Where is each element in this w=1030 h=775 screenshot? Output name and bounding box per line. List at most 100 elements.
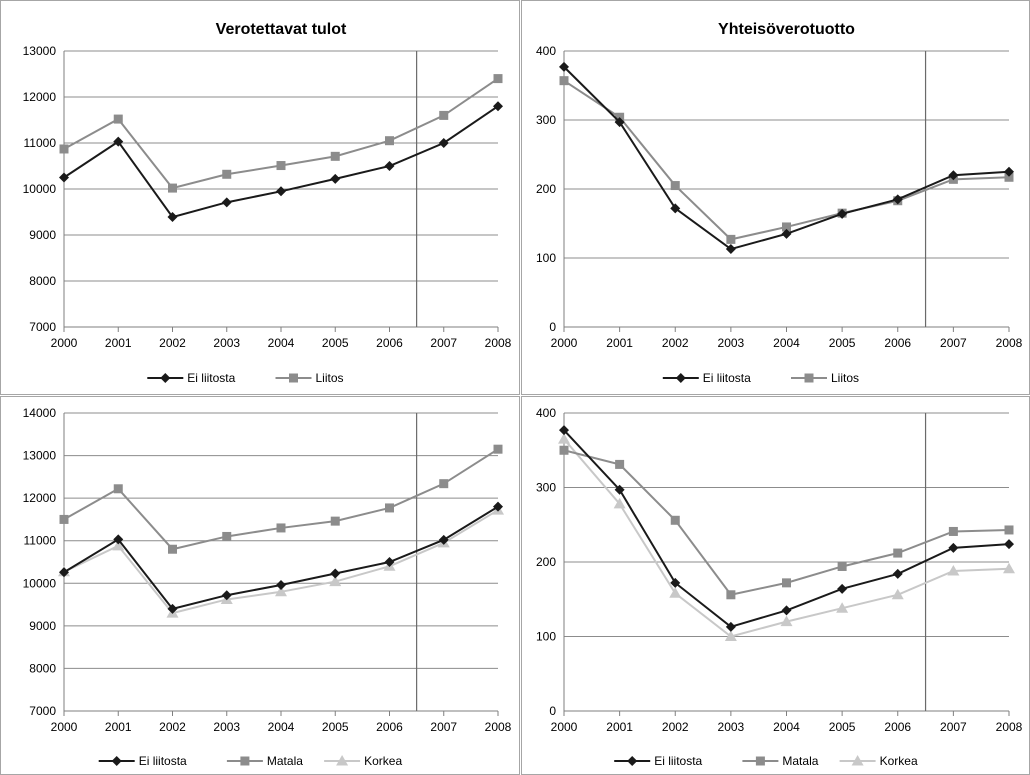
y-tick-label: 13000	[23, 449, 57, 463]
x-tick-label: 2004	[268, 336, 295, 350]
legend-marker-ei-liitosta	[111, 756, 122, 766]
data-point-ei-liitosta	[384, 161, 395, 171]
data-point-liitos	[113, 114, 123, 124]
data-point-ei-liitosta	[221, 197, 232, 208]
data-point-ei-liitosta	[670, 577, 681, 588]
data-point-matala	[439, 479, 449, 489]
data-point-matala	[782, 578, 791, 588]
series-matala	[59, 444, 503, 554]
legend-item-korkea: Korkea	[324, 754, 402, 768]
x-tick-label: 2001	[105, 720, 132, 734]
y-tick-label: 400	[536, 406, 556, 420]
data-point-korkea	[275, 585, 287, 597]
legend-item-liitos: Liitos	[791, 371, 859, 385]
y-tick-label: 9000	[29, 228, 56, 242]
data-point-liitos	[222, 169, 232, 179]
y-tick-label: 10000	[23, 182, 57, 196]
x-tick-label: 2003	[213, 336, 240, 350]
data-point-liitos	[670, 181, 680, 191]
x-tick-label: 2001	[606, 336, 633, 350]
legend-marker-ei-liitosta	[675, 373, 686, 383]
data-point-matala	[1004, 525, 1014, 535]
data-point-ei-liitosta	[330, 173, 341, 184]
chart-title: Verotettavat tulot	[216, 21, 347, 38]
legend-label: Korkea	[364, 754, 402, 768]
data-point-ei-liitosta	[781, 605, 792, 616]
data-point-liitos	[559, 76, 569, 86]
x-tick-label: 2002	[662, 336, 689, 350]
y-tick-label: 0	[549, 704, 556, 718]
legend-item-ei-liitosta: Ei liitosta	[147, 371, 236, 385]
y-tick-label: 10000	[23, 576, 57, 590]
y-tick-label: 100	[536, 630, 556, 644]
data-point-liitos	[726, 234, 736, 244]
data-point-korkea	[1003, 562, 1015, 574]
y-tick-label: 8000	[29, 274, 56, 288]
chart-title: Yhteisöverotuotto	[718, 21, 855, 38]
chart-panel-bottom-left: 7000 8000 9000 10000 11000 12000 13000 14000 200…	[0, 396, 520, 775]
legend-marker-korkea	[851, 755, 864, 766]
y-tick-label: 11000	[24, 136, 57, 150]
data-point-liitos	[330, 151, 340, 161]
data-point-matala	[670, 515, 680, 525]
y-tick-label: 100	[536, 251, 556, 265]
data-point-ei-liitosta	[725, 244, 736, 255]
data-point-ei-liitosta	[559, 425, 569, 436]
data-point-matala	[385, 503, 394, 513]
x-tick-label: 2000	[551, 336, 578, 350]
data-point-ei-liitosta	[892, 194, 903, 205]
legend-marker-liitos	[289, 373, 298, 383]
x-tick-label: 2005	[322, 336, 349, 350]
x-tick-label: 2002	[159, 720, 186, 734]
legend-marker-matala	[240, 756, 250, 766]
data-point-korkea	[329, 575, 342, 587]
data-point-matala	[113, 484, 123, 494]
legend-item-ei-liitosta: Ei liitosta	[98, 754, 187, 768]
data-point-ei-liitosta	[725, 621, 736, 632]
data-point-ei-liitosta	[113, 534, 124, 545]
data-point-matala	[615, 459, 625, 469]
legend-label: Matala	[267, 754, 303, 768]
x-tick-label: 2006	[376, 720, 403, 734]
data-point-ei-liitosta	[892, 568, 903, 579]
x-tick-label: 2007	[940, 720, 967, 734]
y-tick-label: 11000	[24, 534, 57, 548]
series-korkea	[558, 433, 1015, 641]
legend-item-ei-liitosta: Ei liitosta	[614, 754, 703, 768]
data-point-matala	[168, 544, 177, 554]
x-tick-label: 2006	[376, 336, 403, 350]
data-point-matala	[726, 590, 736, 600]
data-point-ei-liitosta	[614, 484, 625, 495]
series-ei-liitosta	[59, 101, 503, 223]
legend-label: Ei liitosta	[703, 371, 751, 385]
data-point-ei-liitosta	[438, 138, 449, 148]
data-point-ei-liitosta	[438, 534, 449, 545]
y-tick-label: 200	[536, 182, 556, 196]
legend-label: Ei liitosta	[654, 754, 702, 768]
x-tick-label: 2006	[884, 336, 911, 350]
legend-item-ei-liitosta: Ei liitosta	[662, 371, 751, 385]
x-tick-label: 2000	[51, 720, 78, 734]
x-tick-label: 2001	[606, 720, 633, 734]
data-point-korkea	[558, 433, 570, 444]
data-point-ei-liitosta	[1004, 166, 1014, 177]
x-tick-label: 2008	[996, 720, 1023, 734]
x-tick-label: 2008	[485, 720, 512, 734]
data-point-matala	[276, 523, 286, 533]
data-point-ei-liitosta	[670, 203, 681, 214]
data-point-ei-liitosta	[59, 567, 69, 578]
data-point-matala	[330, 516, 340, 526]
data-point-ei-liitosta	[221, 590, 232, 601]
x-tick-label: 2002	[159, 336, 186, 350]
data-point-korkea	[780, 615, 793, 627]
data-point-ei-liitosta	[276, 579, 286, 590]
series-ei-liitosta	[559, 61, 1014, 255]
data-point-ei-liitosta	[330, 568, 341, 579]
data-point-liitos	[782, 222, 791, 232]
legend-label: Ei liitosta	[139, 754, 187, 768]
x-tick-label: 2000	[51, 336, 78, 350]
y-tick-label: 12000	[23, 90, 57, 104]
panel-border	[0, 0, 520, 395]
x-tick-label: 2006	[884, 720, 911, 734]
